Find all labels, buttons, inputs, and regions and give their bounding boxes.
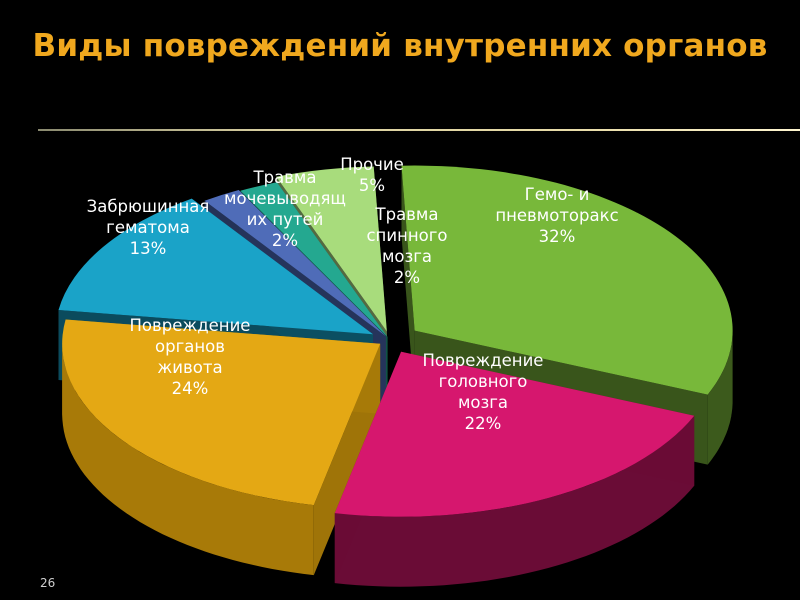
- pie-slice-side-brain-injury: [334, 415, 695, 587]
- pie-slice-urinary-tract: [204, 190, 386, 337]
- pie-slice-side-abdominal-organs: [62, 344, 314, 576]
- slice-label-urinary-tract: Травма мочевыводящ их путей 2%: [224, 168, 346, 250]
- slice-label-retroperitoneal-hematoma: Забрюшинная гематома 13%: [87, 197, 210, 258]
- slice-label-other: Прочие 5%: [340, 155, 404, 195]
- pie-labels: Гемо- и пневмоторакс 32% Повреждение головно…: [87, 155, 619, 433]
- title-divider: [38, 129, 800, 131]
- slice-label-brain-injury: Повреждение головного мозга 22%: [423, 351, 544, 433]
- pie-slice-wall-gemo-pneumothorax: [401, 165, 415, 401]
- pie-slice-retroperitoneal-hematoma: [58, 198, 374, 335]
- pie-tops: [58, 165, 733, 517]
- pie-slice-other: [276, 166, 387, 332]
- pie-slice-brain-injury: [334, 351, 695, 517]
- pie-slice-spinal-cord: [240, 182, 388, 337]
- slice-label-spinal-cord: Травма спинного мозга 2%: [366, 205, 447, 287]
- slice-label-abdominal-organs: Повреждение органов живота 24%: [130, 316, 251, 398]
- page-number: 26: [40, 576, 56, 590]
- pie-slice-gemo-pneumothorax: [401, 165, 733, 395]
- slice-label-gemo-pneumothorax: Гемо- и пневмоторакс 32%: [495, 185, 618, 246]
- slide-title: Виды повреждений внутренних органов: [32, 28, 768, 64]
- pie-slice-abdominal-organs: [62, 319, 381, 506]
- pie-slice-side-gemo-pneumothorax: [707, 330, 733, 465]
